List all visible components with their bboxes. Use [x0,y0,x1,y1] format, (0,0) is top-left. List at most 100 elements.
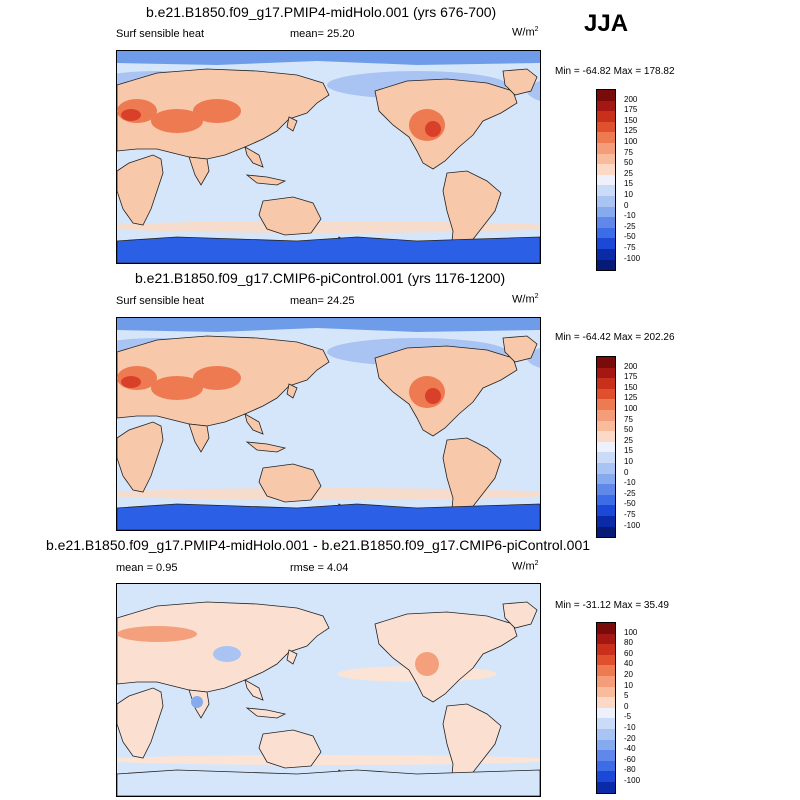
colorbar-tick-label: -10 [624,211,636,221]
colorbar-swatch [597,206,615,218]
minmax-label: Min = -64.42 Max = 202.26 [555,332,675,343]
variable-label: Surf sensible heat [116,28,205,40]
seasia-landmass [244,679,264,701]
colorbar-swatch [597,441,615,453]
mean-label: mean= 24.25 [290,295,355,307]
map-svg [117,51,540,263]
colorbar-swatch [597,248,615,260]
indonesia-landmass [245,707,287,719]
colorbar-swatch [597,431,615,442]
japan-landmass [286,116,298,132]
southern-warm-band [117,221,540,233]
rmse-label: rmse = 4.04 [290,562,349,574]
greenland-landmass [502,335,538,363]
units-label: W/m2 [512,560,539,573]
colorbar-swatch [597,781,615,793]
colorbar-tick-label: 75 [624,147,633,157]
colorbar-swatch [597,739,615,751]
australia-warm-region [269,207,305,227]
colorbar-tick-label: 80 [624,638,633,648]
greenland-landmass [502,601,538,629]
map-svg [117,584,540,796]
australia-landmass [258,729,322,769]
colorbar-tick-label: -20 [624,733,636,743]
colorbar-swatch [597,121,615,133]
namerica-landmass [374,611,518,703]
minmax-label: Min = -31.12 Max = 35.49 [555,600,669,611]
japan-landmass [286,383,298,399]
africa-landmass [117,154,164,226]
colorbar-tick-label: -25 [624,488,636,498]
namerica-landmass [374,78,518,170]
north-america-peak [425,121,441,137]
africa-landmass [117,687,164,759]
sahara-peak [121,376,141,388]
colorbar-tick-label: 20 [624,670,633,679]
season-label: JJA [584,10,629,37]
southern-warm-band [117,755,540,765]
colorbar-tick-label: 50 [624,425,633,435]
colorbar-swatch [597,132,615,143]
colorbar-swatch [597,697,615,708]
colorbar-swatch [597,259,615,271]
colorbar-tick-label: -80 [624,765,636,775]
colorbar-swatch [597,164,615,175]
antarctica-landmass [117,236,540,263]
colorbar-tick-label: -10 [624,723,636,732]
antarctica-landmass [117,769,540,796]
colorbar-swatch [597,227,615,239]
central-asia-hot-region [193,99,241,123]
india-landmass [188,423,210,453]
europe-warm-anomaly [117,626,197,642]
panel-title: b.e21.B1850.f09_g17.CMIP6-piControl.001 … [135,270,506,286]
indonesia-landmass [245,174,287,186]
panel-title: b.e21.B1850.f09_g17.PMIP4-midHolo.001 - … [46,537,591,553]
colorbar-swatch [597,473,615,485]
africa-landmass [117,421,164,493]
colorbar-swatch [597,378,615,389]
colorbar-tick-label: 0 [624,200,629,210]
colorbar-swatch [597,90,615,101]
colorbar-swatch [597,153,615,165]
antarctica-landmass [117,503,540,530]
colorbar-tick-label: 0 [624,701,629,711]
colorbar-swatch [597,420,615,432]
colorbar-tick-label: 125 [624,126,638,136]
australia-warm-region [269,474,305,494]
colorbar-swatch [597,484,615,495]
colorbar-tick-label: 200 [624,361,638,371]
map-plot [116,583,541,797]
mean-label: mean= 25.20 [290,28,355,40]
colorbar-swatch [597,399,615,410]
colorbar-tick-label: 100 [624,137,638,146]
colorbar-tick-label: 40 [624,659,633,669]
colorbar-swatch [597,515,615,527]
colorbar-swatch [597,409,615,421]
asia-cool-anomaly [213,646,241,662]
mean-label: mean = 0.95 [116,562,178,574]
map-plot [116,50,541,264]
colorbar-swatch [597,644,615,655]
colorbar-swatch [597,357,615,368]
colorbar [596,356,616,539]
colorbar-tick-label: 0 [624,467,629,477]
colorbar [596,89,616,272]
india-landmass [188,156,210,186]
colorbar-tick-label: 125 [624,393,638,403]
colorbar-tick-label: -50 [624,499,636,509]
colorbar-tick-label: 50 [624,158,633,168]
colorbar-swatch [597,623,615,634]
sahara-peak [121,109,141,121]
arctic-ocean-region [117,318,540,332]
colorbar-swatch [597,462,615,474]
colorbar-tick-label: -60 [624,754,636,764]
colorbar-swatch [597,367,615,379]
colorbar-tick-label: -100 [624,776,641,785]
colorbar-swatch [597,665,615,676]
colorbar-tick-label: 10 [624,457,633,466]
colorbar-tick-label: 15 [624,446,633,456]
colorbar-tick-label: 100 [624,404,638,413]
colorbar-swatch [597,760,615,772]
arctic-ocean-region [117,51,540,65]
colorbar-swatch [597,505,615,516]
